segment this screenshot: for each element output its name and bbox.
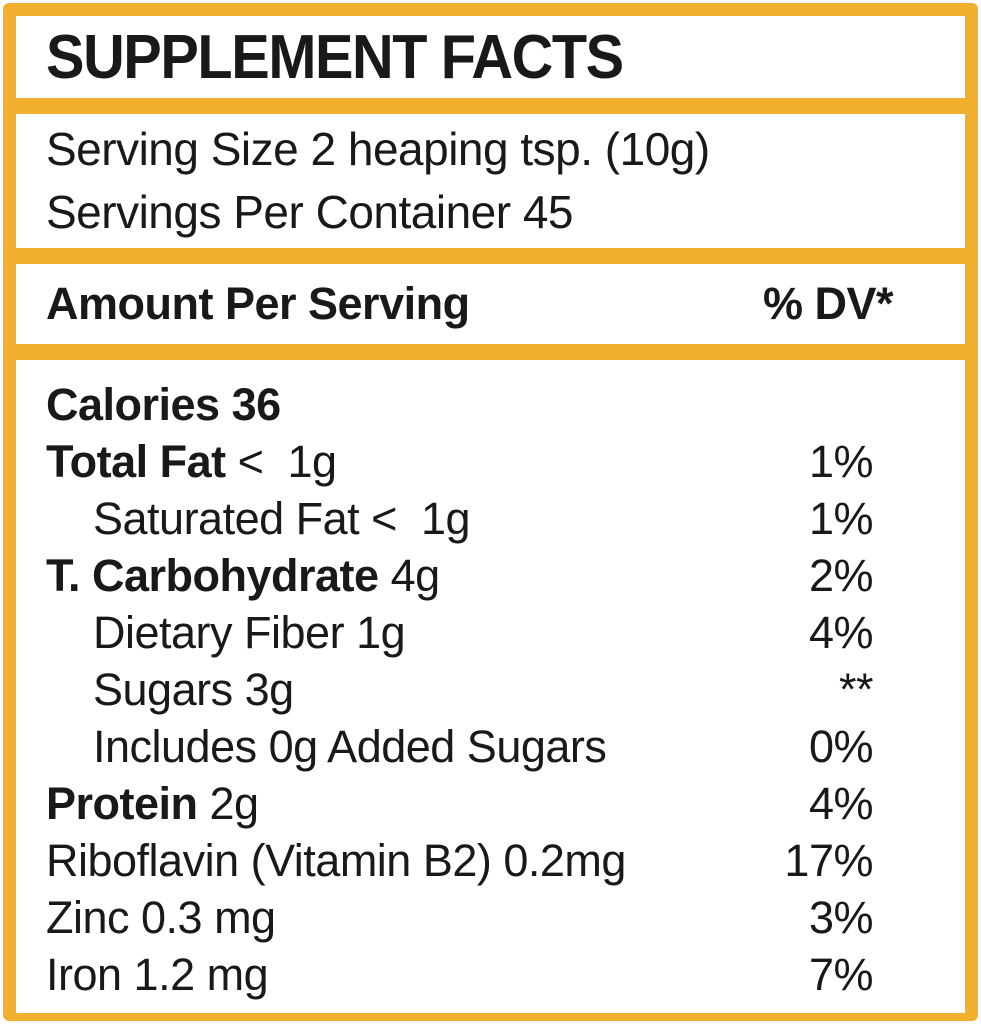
nutrient-name: Riboflavin (Vitamin B2) 0.2mg <box>46 832 626 889</box>
nutrient-name: Zinc 0.3 mg <box>46 889 276 946</box>
label-frame: SUPPLEMENT FACTS Serving Size 2 heaping … <box>3 3 978 1021</box>
column-header-panel: Amount Per Serving % DV* <box>16 264 965 344</box>
serving-info-panel: Serving Size 2 heaping tsp. (10g) Servin… <box>16 114 965 248</box>
nutrient-name-rest: Zinc 0.3 mg <box>46 892 276 943</box>
nutrient-name-rest: 2g <box>197 778 260 829</box>
nutrients-panel: Calories 36 Total Fat < 1g 1% Saturated … <box>16 360 965 1013</box>
nutrient-dv-value: 3% <box>808 892 874 943</box>
nutrient-name: Total Fat < 1g <box>46 433 337 490</box>
nutrient-dv-value: 7% <box>808 949 874 1000</box>
nutrient-name: Protein 2g <box>46 775 259 832</box>
nutrient-dv-value: ** <box>838 664 874 715</box>
nutrient-dv-value: 4% <box>808 778 874 829</box>
title-panel: SUPPLEMENT FACTS <box>16 16 965 98</box>
nutrient-dv-value: 1% <box>808 436 874 487</box>
nutrient-name-bold: Total Fat <box>46 436 226 487</box>
nutrient-row: Total Fat < 1g 1% <box>46 433 874 490</box>
nutrient-row: T. Carbohydrate 4g 2% <box>46 547 874 604</box>
nutrient-dv-value: 2% <box>808 550 874 601</box>
nutrient-row: Calories 36 <box>46 376 873 433</box>
nutrient-name-rest: Saturated Fat < 1g <box>93 493 471 544</box>
nutrient-dv-value: 4% <box>808 607 874 658</box>
nutrient-name: Iron 1.2 mg <box>46 946 269 1003</box>
nutrient-name-bold: Protein <box>46 778 198 829</box>
nutrient-name-rest: < 1g <box>225 436 337 487</box>
servings-per-container-text: Servings Per Container 45 <box>46 186 574 238</box>
nutrient-name-rest: Iron 1.2 mg <box>46 949 269 1000</box>
nutrient-row: Dietary Fiber 1g 4% <box>46 604 874 661</box>
nutrient-row: Sugars 3g ** <box>46 661 874 718</box>
nutrient-dv-value: 17% <box>784 835 873 886</box>
nutrient-name: Dietary Fiber 1g <box>93 604 406 661</box>
nutrient-name-rest: 4g <box>378 550 441 601</box>
nutrient-row: Includes 0g Added Sugars 0% <box>46 718 874 775</box>
nutrient-dv-value: 1% <box>808 493 874 544</box>
nutrient-name-bold: Calories 36 <box>46 379 281 430</box>
nutrient-name-rest: Includes 0g Added Sugars <box>93 721 607 772</box>
nutrient-name: Includes 0g Added Sugars <box>93 718 607 775</box>
serving-size-text: Serving Size 2 heaping tsp. (10g) <box>46 123 710 175</box>
nutrient-row: Iron 1.2 mg 7% <box>46 946 874 1003</box>
nutrient-row: Riboflavin (Vitamin B2) 0.2mg 17% <box>46 832 873 889</box>
percent-dv-label: % DV* <box>762 278 894 329</box>
nutrient-name: Sugars 3g <box>93 661 294 718</box>
nutrient-row: Saturated Fat < 1g 1% <box>46 490 874 547</box>
amount-per-serving-label: Amount Per Serving <box>46 278 470 329</box>
nutrient-name-rest: Dietary Fiber 1g <box>93 607 406 658</box>
nutrient-row: Zinc 0.3 mg 3% <box>46 889 874 946</box>
nutrient-name: T. Carbohydrate 4g <box>46 547 440 604</box>
nutrient-dv-value: 0% <box>808 721 874 772</box>
nutrient-row: Protein 2g 4% <box>46 775 874 832</box>
nutrient-name-rest: Sugars 3g <box>93 664 294 715</box>
nutrient-name-rest: Riboflavin (Vitamin B2) 0.2mg <box>46 835 626 886</box>
label-title: SUPPLEMENT FACTS <box>46 22 624 92</box>
nutrient-name: Calories 36 <box>46 376 281 433</box>
nutrient-name: Saturated Fat < 1g <box>93 490 471 547</box>
nutrient-name-bold: T. Carbohydrate <box>46 550 379 601</box>
